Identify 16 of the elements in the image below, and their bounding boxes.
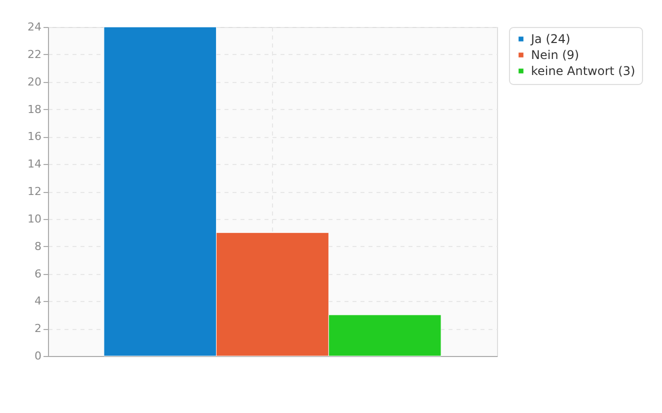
y-tick-label: 12 <box>28 185 42 198</box>
y-tick-label: 24 <box>28 20 42 34</box>
y-tick-label: 16 <box>28 130 42 144</box>
y-tick-label: 2 <box>34 322 42 336</box>
y-tick-label: 0 <box>34 350 42 362</box>
y-tick-label: 14 <box>28 158 42 171</box>
y-tick-label: 8 <box>34 240 42 253</box>
legend-label: Ja (24) <box>530 32 570 46</box>
y-tick-label: 22 <box>28 48 42 61</box>
y-tick-label: 4 <box>34 294 42 308</box>
y-tick-label: 10 <box>28 212 42 226</box>
y-tick-label: 18 <box>28 102 42 116</box>
legend-label: Nein (9) <box>531 48 580 62</box>
y-tick-label: 6 <box>34 267 42 280</box>
y-tick-label: 20 <box>28 75 42 88</box>
legend-label: keine Antwort (3) <box>531 64 636 78</box>
